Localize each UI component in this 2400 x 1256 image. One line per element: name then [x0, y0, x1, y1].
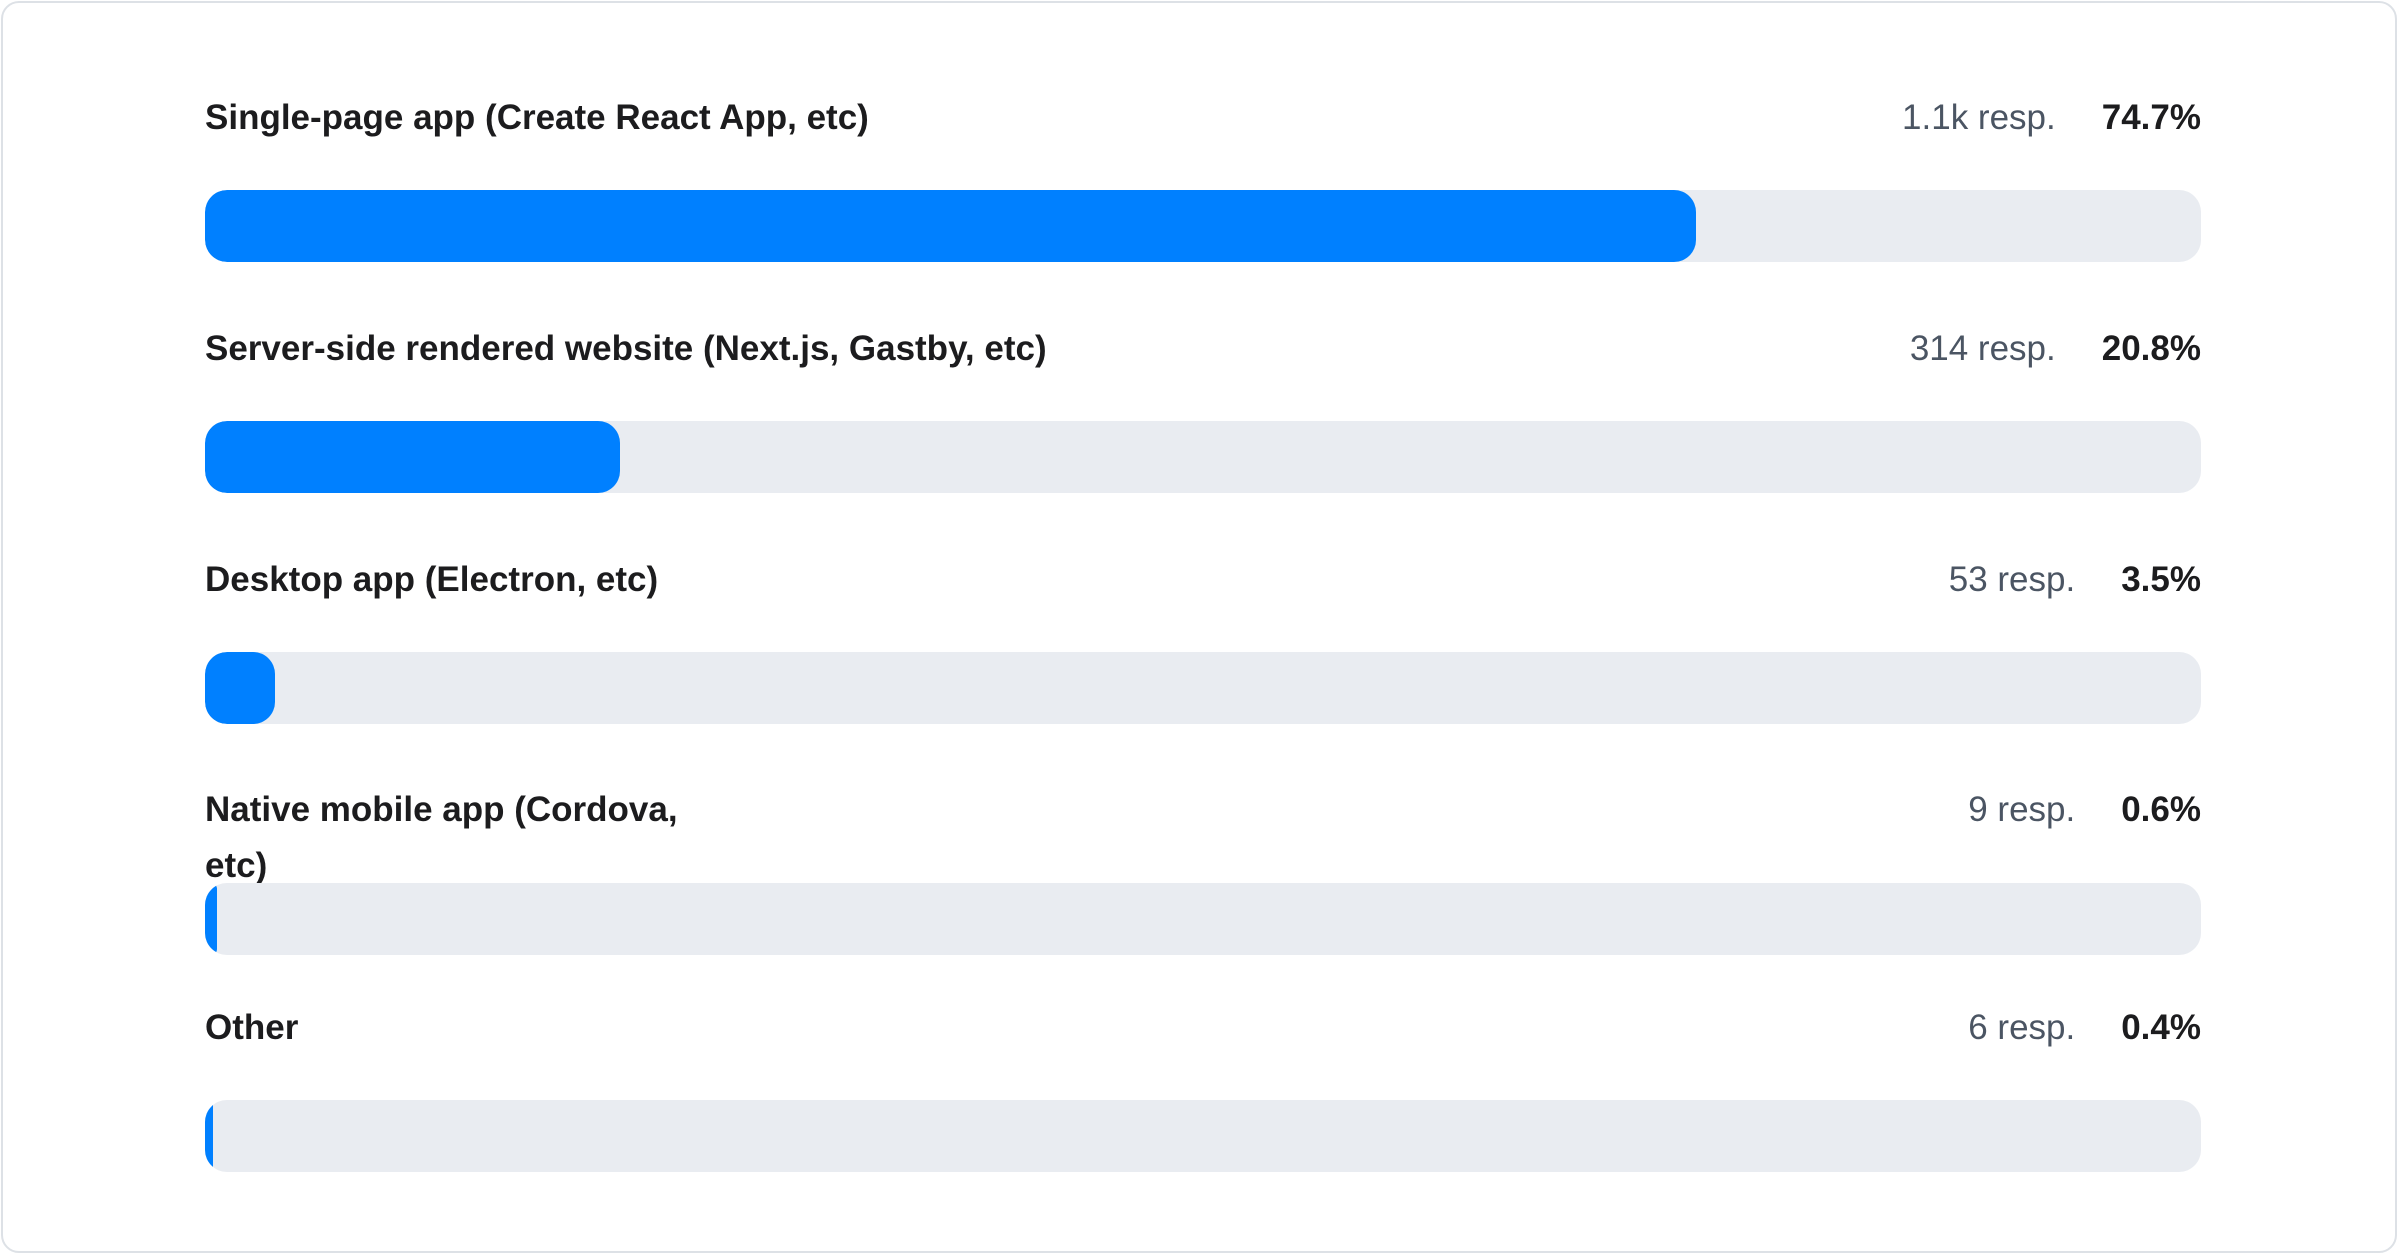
bar-fill — [205, 883, 217, 955]
bar-track — [205, 421, 2201, 493]
category-label: Native mobile app (Cordova, etc) — [205, 790, 678, 885]
bar-meta: 1.1k resp. 74.7% — [1902, 90, 2201, 146]
category-label: Other — [205, 1008, 299, 1047]
category-label: Server-side rendered website (Next.js, G… — [205, 329, 1047, 368]
response-count: 9 resp. — [1968, 790, 2076, 829]
bar-track — [205, 883, 2201, 955]
bar-fill — [205, 1100, 213, 1172]
bar-track — [205, 1100, 2201, 1172]
percent-label: 0.6% — [2121, 790, 2201, 829]
bar-fill — [205, 421, 621, 493]
bar-fill — [205, 190, 1696, 262]
response-count: 314 resp. — [1909, 329, 2056, 368]
percent-label: 74.7% — [2101, 98, 2201, 137]
bar-fill — [205, 652, 275, 724]
bar-track — [205, 190, 2201, 262]
bar-track — [205, 652, 2201, 724]
category-label: Single-page app (Create React App, etc) — [205, 98, 869, 137]
bar-meta: 314 resp. 20.8% — [1910, 321, 2201, 377]
response-count: 6 resp. — [1968, 1008, 2076, 1047]
bar-meta: 6 resp. 0.4% — [1968, 1000, 2201, 1056]
percent-label: 20.8% — [2101, 329, 2201, 368]
percent-label: 3.5% — [2121, 560, 2201, 599]
bar-meta: 9 resp. 0.6% — [1968, 782, 2201, 838]
bar-meta: 53 resp. 3.5% — [1949, 552, 2201, 608]
response-count: 1.1k resp. — [1902, 98, 2056, 137]
percent-label: 0.4% — [2121, 1008, 2201, 1047]
response-count: 53 resp. — [1948, 560, 2076, 599]
category-label: Desktop app (Electron, etc) — [205, 560, 659, 599]
